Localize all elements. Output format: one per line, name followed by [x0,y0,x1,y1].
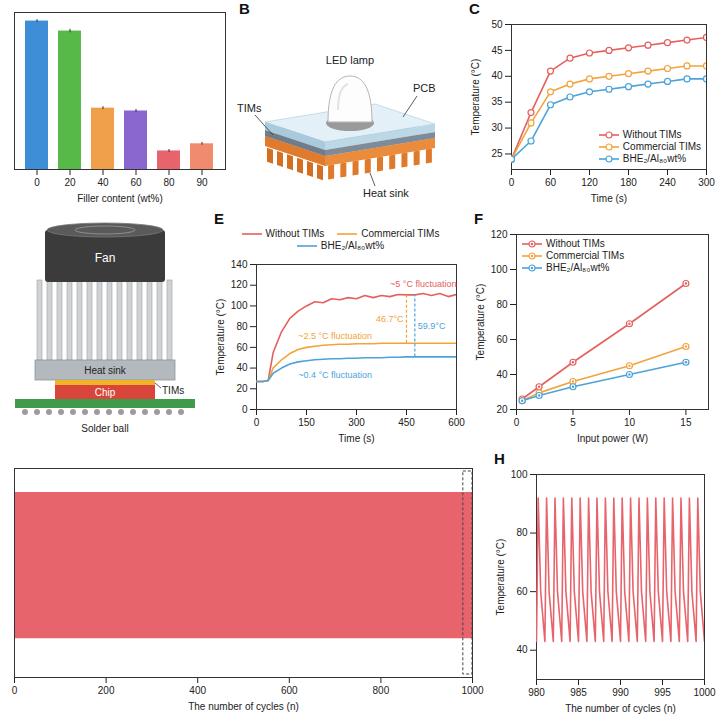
svg-text:Heat sink: Heat sink [363,187,409,199]
svg-text:985: 985 [570,687,587,698]
svg-text:25: 25 [491,148,503,159]
html-text:F: F [474,210,484,227]
html-text:BHE₂/Al₈₀wt%: BHE₂/Al₈₀wt% [546,262,610,273]
svg-text:80: 80 [496,299,508,310]
svg-text:Fan: Fan [95,251,116,265]
svg-text:80: 80 [163,177,175,188]
svg-text:40: 40 [496,369,508,380]
svg-text:0: 0 [254,417,260,428]
svg-text:20: 20 [496,404,508,415]
svg-text:450: 450 [398,417,415,428]
html-text:BHE₂/Al₈₀wt%: BHE₂/Al₈₀wt% [622,153,687,164]
svg-text:60: 60 [516,586,528,597]
svg-text:120: 120 [581,177,598,188]
svg-text:300: 300 [348,417,365,428]
svg-text:40: 40 [491,70,503,81]
svg-text:Chip: Chip [95,387,116,398]
svg-text:PCB: PCB [413,82,436,94]
svg-text:59.9°C: 59.9°C [418,321,446,331]
svg-text:LED lamp: LED lamp [326,54,374,66]
svg-text:~0.4 °C fluctuation: ~0.4 °C fluctuation [298,370,372,380]
html-text:E: E [214,210,224,227]
html-text:Without TIMs: Without TIMs [265,228,325,239]
html-text:Without TIMs: Without TIMs [546,238,605,249]
svg-text:140: 140 [231,259,248,270]
svg-text:Heat sink: Heat sink [84,365,127,376]
svg-text:Filler content (wt%): Filler content (wt%) [77,193,163,204]
svg-text:35: 35 [491,96,503,107]
svg-text:30: 30 [491,122,503,133]
html-text:BHE₂/Al₈₀wt%: BHE₂/Al₈₀wt% [320,240,385,251]
svg-text:TIMs: TIMs [237,102,262,114]
html-text:Commercial TIMs: Commercial TIMs [361,228,440,239]
svg-text:0: 0 [509,177,515,188]
svg-text:The number of cycles (n): The number of cycles (n) [188,701,299,712]
svg-text:40: 40 [236,362,248,373]
html-text:Commercial TIMs: Commercial TIMs [546,250,625,261]
html-text:C: C [469,0,480,17]
svg-text:Input power (W): Input power (W) [577,433,648,444]
svg-text:46.7°C: 46.7°C [376,314,404,324]
svg-text:60: 60 [496,334,508,345]
svg-text:0: 0 [12,685,18,696]
svg-text:800: 800 [373,685,390,696]
svg-text:120: 120 [231,279,248,290]
svg-text:980: 980 [528,687,545,698]
svg-text:15: 15 [680,417,692,428]
svg-text:40: 40 [516,644,528,655]
svg-text:20: 20 [236,383,248,394]
svg-text:0: 0 [242,404,248,415]
svg-text:600: 600 [448,417,465,428]
svg-text:995: 995 [654,687,671,698]
svg-text:10: 10 [624,417,636,428]
svg-text:100: 100 [491,264,508,275]
html-text:Without TIMs: Without TIMs [622,129,682,140]
svg-text:990: 990 [612,687,629,698]
html-text:B: B [239,0,250,17]
svg-text:60: 60 [545,177,557,188]
svg-text:TIMs: TIMs [162,385,184,396]
svg-text:50: 50 [491,19,503,30]
svg-text:Temperature (°C): Temperature (°C) [475,284,486,361]
svg-text:20: 20 [64,177,76,188]
svg-text:Temperature (°C): Temperature (°C) [495,539,506,616]
svg-text:100: 100 [511,469,528,480]
svg-text:1000: 1000 [461,685,484,696]
svg-text:600: 600 [281,685,298,696]
svg-text:120: 120 [491,229,508,240]
svg-text:1000: 1000 [693,687,716,698]
svg-text:400: 400 [189,685,206,696]
svg-text:45: 45 [491,45,503,56]
svg-text:The number of cycles (n): The number of cycles (n) [565,703,676,714]
svg-text:150: 150 [298,417,315,428]
svg-text:60: 60 [130,177,142,188]
svg-text:60: 60 [236,342,248,353]
svg-text:Time (s): Time (s) [338,433,374,444]
html-text:H: H [494,450,505,467]
svg-text:Temperature (°C): Temperature (°C) [470,59,481,136]
svg-text:200: 200 [98,685,115,696]
svg-text:240: 240 [659,177,676,188]
svg-text:180: 180 [620,177,637,188]
svg-text:0: 0 [514,417,520,428]
svg-text:80: 80 [516,527,528,538]
svg-text:Time (s): Time (s) [591,193,627,204]
svg-text:Solder ball: Solder ball [81,423,128,434]
svg-text:40: 40 [97,177,109,188]
svg-text:Temperature (°C): Temperature (°C) [215,299,226,376]
svg-text:90: 90 [196,177,208,188]
html-text:Commercial TIMs: Commercial TIMs [622,141,701,152]
svg-text:300: 300 [698,177,715,188]
svg-text:~5 °C fluctuation: ~5 °C fluctuation [390,279,456,289]
svg-text:~2.5 °C fluctuation: ~2.5 °C fluctuation [298,331,372,341]
svg-text:100: 100 [231,300,248,311]
svg-text:0: 0 [34,177,40,188]
svg-text:5: 5 [570,417,576,428]
svg-text:80: 80 [236,321,248,332]
